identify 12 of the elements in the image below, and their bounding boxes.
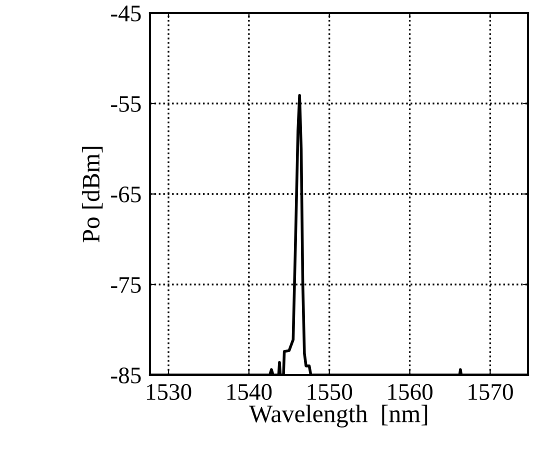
x-tick-label: 1550 [308,384,352,400]
y-tick-label: -45 [111,6,141,22]
y-tick-label: -75 [111,277,141,293]
y-tick-label: -65 [111,186,141,202]
x-tick-label: 1560 [388,384,432,400]
x-tick-label: 1530 [146,384,192,400]
y-tick-label: -55 [111,96,141,112]
y-axis-title: Po [dBm] [82,146,103,242]
x-axis-title: Wavelength [nm] [249,404,428,428]
x-tick-label: 1540 [227,384,272,400]
y-tick-label: -85 [111,367,141,384]
x-tick-label: 1570 [468,384,513,400]
